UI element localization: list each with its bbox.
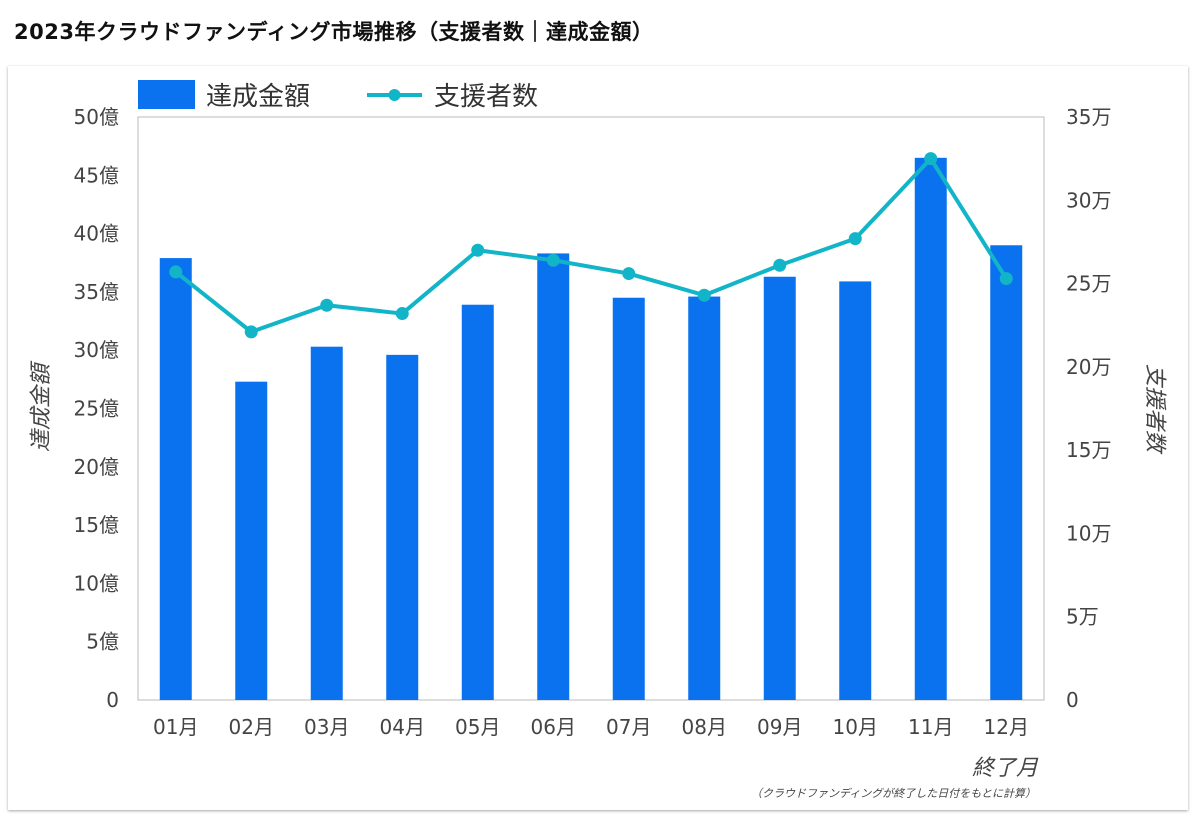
- bar-07月: [612, 297, 645, 700]
- y-left-tick-label: 0: [106, 688, 119, 712]
- legend-swatch-bar: [138, 80, 195, 109]
- calculation-note: （クラウドファンディングが終了した日付をもとに計算）: [751, 787, 1036, 800]
- y-left-tick-label: 40億: [74, 222, 119, 246]
- x-tick-label: 03月: [304, 715, 349, 739]
- x-tick-label: 08月: [682, 715, 727, 739]
- point-03月: [320, 298, 334, 312]
- y-right-axis-title: 支援者数: [1142, 364, 1167, 455]
- bar-01月: [159, 258, 192, 700]
- y-right-tick-label: 20万: [1066, 355, 1111, 379]
- x-tick-label: 01月: [153, 715, 198, 739]
- x-tick-label: 05月: [455, 715, 500, 739]
- point-06月: [546, 253, 560, 267]
- y-right-tick-label: 10万: [1066, 521, 1111, 545]
- point-10月: [848, 232, 862, 246]
- legend: 達成金額 支援者数: [138, 80, 538, 112]
- y-left-tick-label: 45億: [74, 163, 119, 187]
- line-series: [169, 152, 1013, 339]
- y-right-tick-label: 15万: [1066, 438, 1111, 462]
- point-05月: [471, 243, 485, 257]
- legend-swatch-marker: [388, 89, 401, 101]
- x-tick-label: 04月: [380, 715, 425, 739]
- left-axis-ticks: 0 5億 10億 15億 20億 25億 30億 35億 40億 45億 50億: [74, 105, 119, 712]
- bar-10月: [839, 281, 872, 700]
- y-right-tick-label: 5万: [1066, 605, 1099, 629]
- y-left-tick-label: 25億: [74, 397, 119, 421]
- y-left-tick-label: 10億: [74, 571, 119, 595]
- x-axis-ticks: 01月 02月 03月 04月 05月 06月 07月 08月 09月 10月 11月 12月: [153, 715, 1029, 739]
- point-12月: [999, 272, 1013, 286]
- bar-08月: [688, 296, 721, 700]
- bar-09月: [763, 276, 796, 700]
- x-tick-label: 06月: [531, 715, 576, 739]
- x-tick-label: 10月: [833, 715, 878, 739]
- bar-series: [159, 157, 1023, 700]
- y-left-tick-label: 35億: [74, 280, 119, 304]
- supporters-line: [174, 156, 1008, 334]
- point-01月: [169, 265, 183, 279]
- point-11月: [924, 152, 938, 166]
- bar-05月: [461, 304, 494, 700]
- plot-area: [137, 116, 1045, 701]
- y-left-tick-label: 30億: [74, 338, 119, 362]
- x-tick-label: 12月: [984, 715, 1029, 739]
- x-tick-label: 07月: [606, 715, 651, 739]
- x-axis-title: 終了月: [972, 756, 1039, 781]
- y-left-tick-label: 50億: [74, 105, 119, 129]
- y-right-tick-label: 30万: [1066, 188, 1111, 212]
- right-axis-ticks: 0 5万 10万 15万 20万 25万 30万 35万: [1066, 105, 1111, 712]
- bar-06月: [537, 253, 570, 700]
- legend-label-amount: 達成金額: [206, 82, 310, 112]
- bar-11月: [914, 157, 947, 700]
- x-tick-label: 09月: [757, 715, 802, 739]
- y-right-tick-label: 35万: [1066, 105, 1111, 129]
- page-title: 2023年クラウドファンディング市場推移（支援者数｜達成金額）: [14, 20, 654, 44]
- y-left-axis-title: 達成金額: [29, 360, 54, 452]
- bar-04月: [386, 354, 419, 700]
- y-left-tick-label: 15億: [74, 513, 119, 537]
- x-tick-label: 11月: [908, 715, 953, 739]
- y-left-tick-label: 20億: [74, 455, 119, 479]
- point-07月: [622, 267, 636, 281]
- point-09月: [773, 258, 787, 272]
- y-right-tick-label: 0: [1066, 688, 1079, 712]
- point-04月: [395, 307, 409, 321]
- x-tick-label: 02月: [229, 715, 274, 739]
- point-02月: [244, 325, 258, 339]
- bar-02月: [235, 381, 268, 700]
- point-08月: [697, 288, 711, 302]
- legend-label-supporters: 支援者数: [434, 82, 538, 112]
- y-left-tick-label: 5億: [86, 630, 119, 654]
- bar-03月: [310, 346, 343, 700]
- bar-12月: [990, 245, 1023, 700]
- y-right-tick-label: 25万: [1066, 272, 1111, 296]
